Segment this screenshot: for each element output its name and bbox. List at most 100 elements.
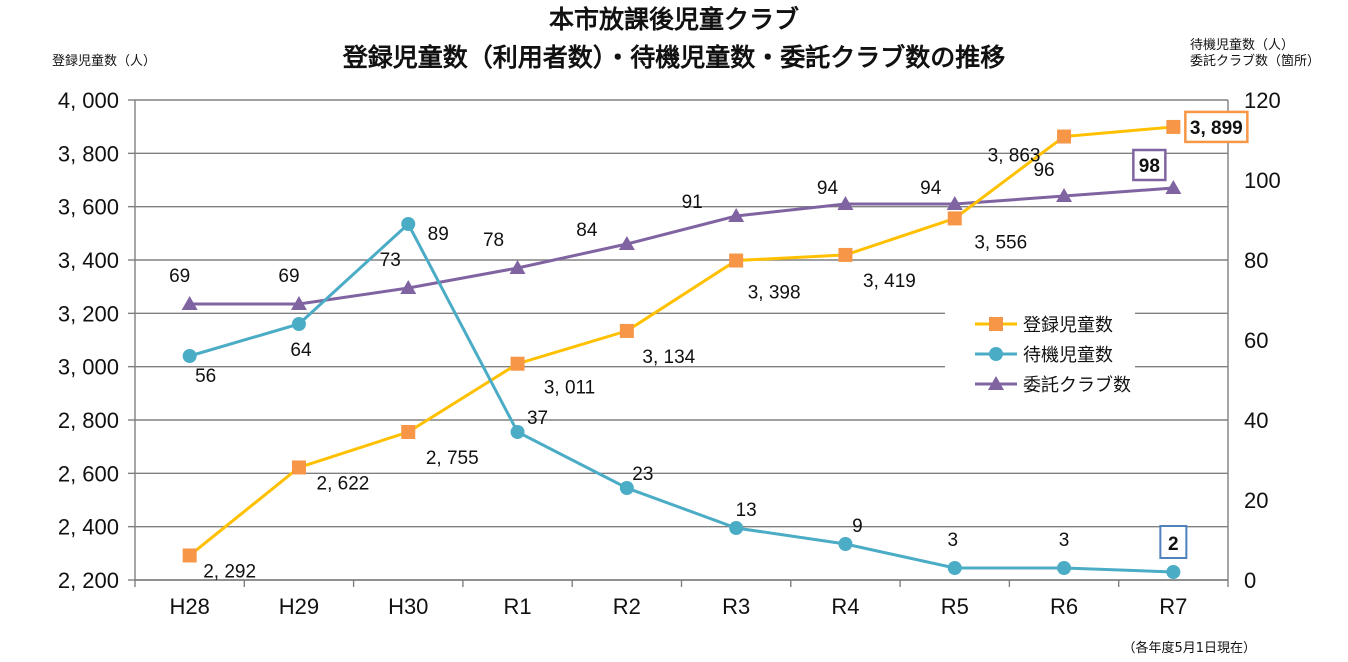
right-axis-title-line1: 待機児童数（人）: [1189, 38, 1294, 53]
data-point-registered: [1166, 119, 1181, 134]
data-point-registered: [401, 425, 416, 439]
data-label-registered: 3, 863: [988, 146, 1041, 167]
data-label-registered: 3, 398: [748, 283, 801, 304]
series-line-waiting: [189, 221, 1174, 574]
data-label-registered: 2, 622: [317, 473, 370, 494]
data-point-waiting: [291, 317, 306, 331]
left-axis-tick-label: 2, 200: [58, 568, 119, 593]
series-line-registered: [188, 125, 1174, 557]
data-label-clubs: 78: [483, 230, 504, 251]
right-axis-tick-label: 20: [1244, 488, 1268, 513]
data-label-clubs: 84: [576, 220, 598, 241]
data-label-clubs-final: 98: [1139, 156, 1160, 177]
data-point-clubs: [946, 196, 963, 210]
data-label-waiting: 37: [527, 408, 548, 429]
data-point-clubs: [400, 280, 417, 294]
data-label-clubs: 96: [1033, 160, 1054, 181]
data-label-waiting: 3: [947, 530, 958, 551]
x-axis-tick-label: H29: [279, 594, 319, 619]
right-axis-title-line2: 委託クラブ数（箇所）: [1189, 54, 1320, 69]
highlight-box-registered: [1184, 110, 1249, 144]
left-axis-tick-label: 3, 600: [58, 195, 119, 220]
data-label-waiting: 64: [290, 340, 312, 361]
left-axis-tick-label: 3, 800: [58, 141, 119, 166]
left-axis-tick-label: 3, 400: [58, 248, 119, 273]
right-axis-tick-label: 0: [1244, 568, 1256, 593]
data-point-registered: [947, 211, 962, 226]
right-axis-tick-label: 80: [1244, 248, 1268, 273]
x-axis-tick-label: H30: [388, 594, 428, 619]
footnote: （各年度5月1日現在）: [1122, 641, 1256, 656]
data-label-registered: 3, 556: [974, 232, 1027, 253]
right-axis-tick-label: 120: [1244, 88, 1281, 113]
x-axis-tick-label: R4: [831, 594, 859, 619]
series-line-clubs: [189, 186, 1174, 306]
data-label-registered: 2, 755: [426, 448, 479, 469]
legend-marker-circle: [989, 347, 1003, 361]
data-point-waiting: [947, 561, 962, 575]
legend-marker-triangle: [988, 376, 1004, 390]
right-axis-tick-label: 60: [1244, 328, 1268, 353]
data-point-registered: [838, 247, 853, 262]
legend-entry-label: 登録児童数: [1023, 315, 1113, 336]
data-point-clubs: [618, 236, 635, 250]
left-axis-tick-label: 2, 400: [58, 515, 119, 540]
data-label-registered: 3, 419: [863, 271, 916, 292]
data-label-clubs: 73: [380, 250, 401, 271]
x-axis-tick-label: H28: [169, 594, 209, 619]
data-label-waiting: 56: [195, 366, 216, 387]
data-label-clubs: 94: [920, 178, 942, 199]
data-label-registered-final: 3, 899: [1190, 118, 1243, 139]
x-axis-tick-label: R1: [503, 594, 531, 619]
data-point-waiting: [619, 481, 634, 495]
data-point-clubs: [837, 196, 854, 210]
data-label-waiting-final: 2: [1168, 534, 1179, 555]
left-axis-tick-label: 3, 000: [58, 355, 119, 380]
right-axis-tick-label: 40: [1244, 408, 1268, 433]
data-point-clubs: [728, 208, 745, 222]
chart-title-line1: 本市放課後児童クラブ: [548, 5, 799, 34]
data-point-clubs: [1165, 180, 1182, 194]
data-point-registered: [729, 253, 744, 268]
data-point-clubs: [181, 296, 198, 310]
data-label-waiting: 9: [852, 516, 863, 537]
data-label-waiting: 89: [428, 224, 449, 245]
data-point-waiting: [1057, 561, 1072, 575]
data-label-clubs: 91: [682, 192, 703, 213]
highlight-box-waiting: [1159, 525, 1188, 559]
left-axis-tick-label: 4, 000: [58, 88, 119, 113]
highlight-box-clubs: [1132, 148, 1167, 182]
data-point-registered: [291, 460, 306, 475]
data-point-registered: [1057, 129, 1072, 144]
legend-marker-square: [989, 317, 1003, 331]
data-point-clubs: [290, 296, 307, 310]
data-label-waiting: 13: [736, 500, 757, 521]
data-label-waiting: 23: [632, 464, 653, 485]
x-axis-tick-label: R5: [941, 594, 969, 619]
left-axis-title: 登録児童数（人）: [52, 54, 157, 69]
data-point-waiting: [1166, 565, 1181, 579]
data-point-waiting: [182, 349, 197, 363]
x-axis-tick-label: R6: [1050, 594, 1078, 619]
data-label-registered: 3, 134: [642, 347, 695, 368]
data-point-clubs: [1056, 188, 1073, 202]
chart-title-line2: 登録児童数（利用者数）・待機児童数・委託クラブ数の推移: [342, 43, 1006, 72]
x-axis-tick-label: R7: [1159, 594, 1187, 619]
right-axis-title: 待機児童数（人） 委託クラブ数（箇所）: [1190, 38, 1320, 70]
data-label-registered: 2, 292: [203, 561, 256, 582]
data-point-clubs: [509, 260, 526, 274]
left-axis-tick-label: 2, 600: [58, 461, 119, 486]
data-label-registered: 3, 011: [544, 378, 595, 399]
data-point-registered: [510, 356, 525, 371]
right-axis-tick-label: 100: [1244, 168, 1281, 193]
data-label-clubs: 69: [278, 266, 299, 287]
data-point-waiting: [510, 425, 525, 439]
data-point-registered: [182, 548, 197, 563]
x-axis-tick-label: R3: [722, 594, 750, 619]
legend-entry-label: 委託クラブ数: [1023, 374, 1131, 396]
data-point-waiting: [729, 521, 744, 535]
data-label-waiting: 3: [1059, 530, 1070, 551]
legend-entry-label: 待機児童数: [1023, 345, 1113, 366]
left-axis-tick-label: 2, 800: [58, 408, 119, 433]
